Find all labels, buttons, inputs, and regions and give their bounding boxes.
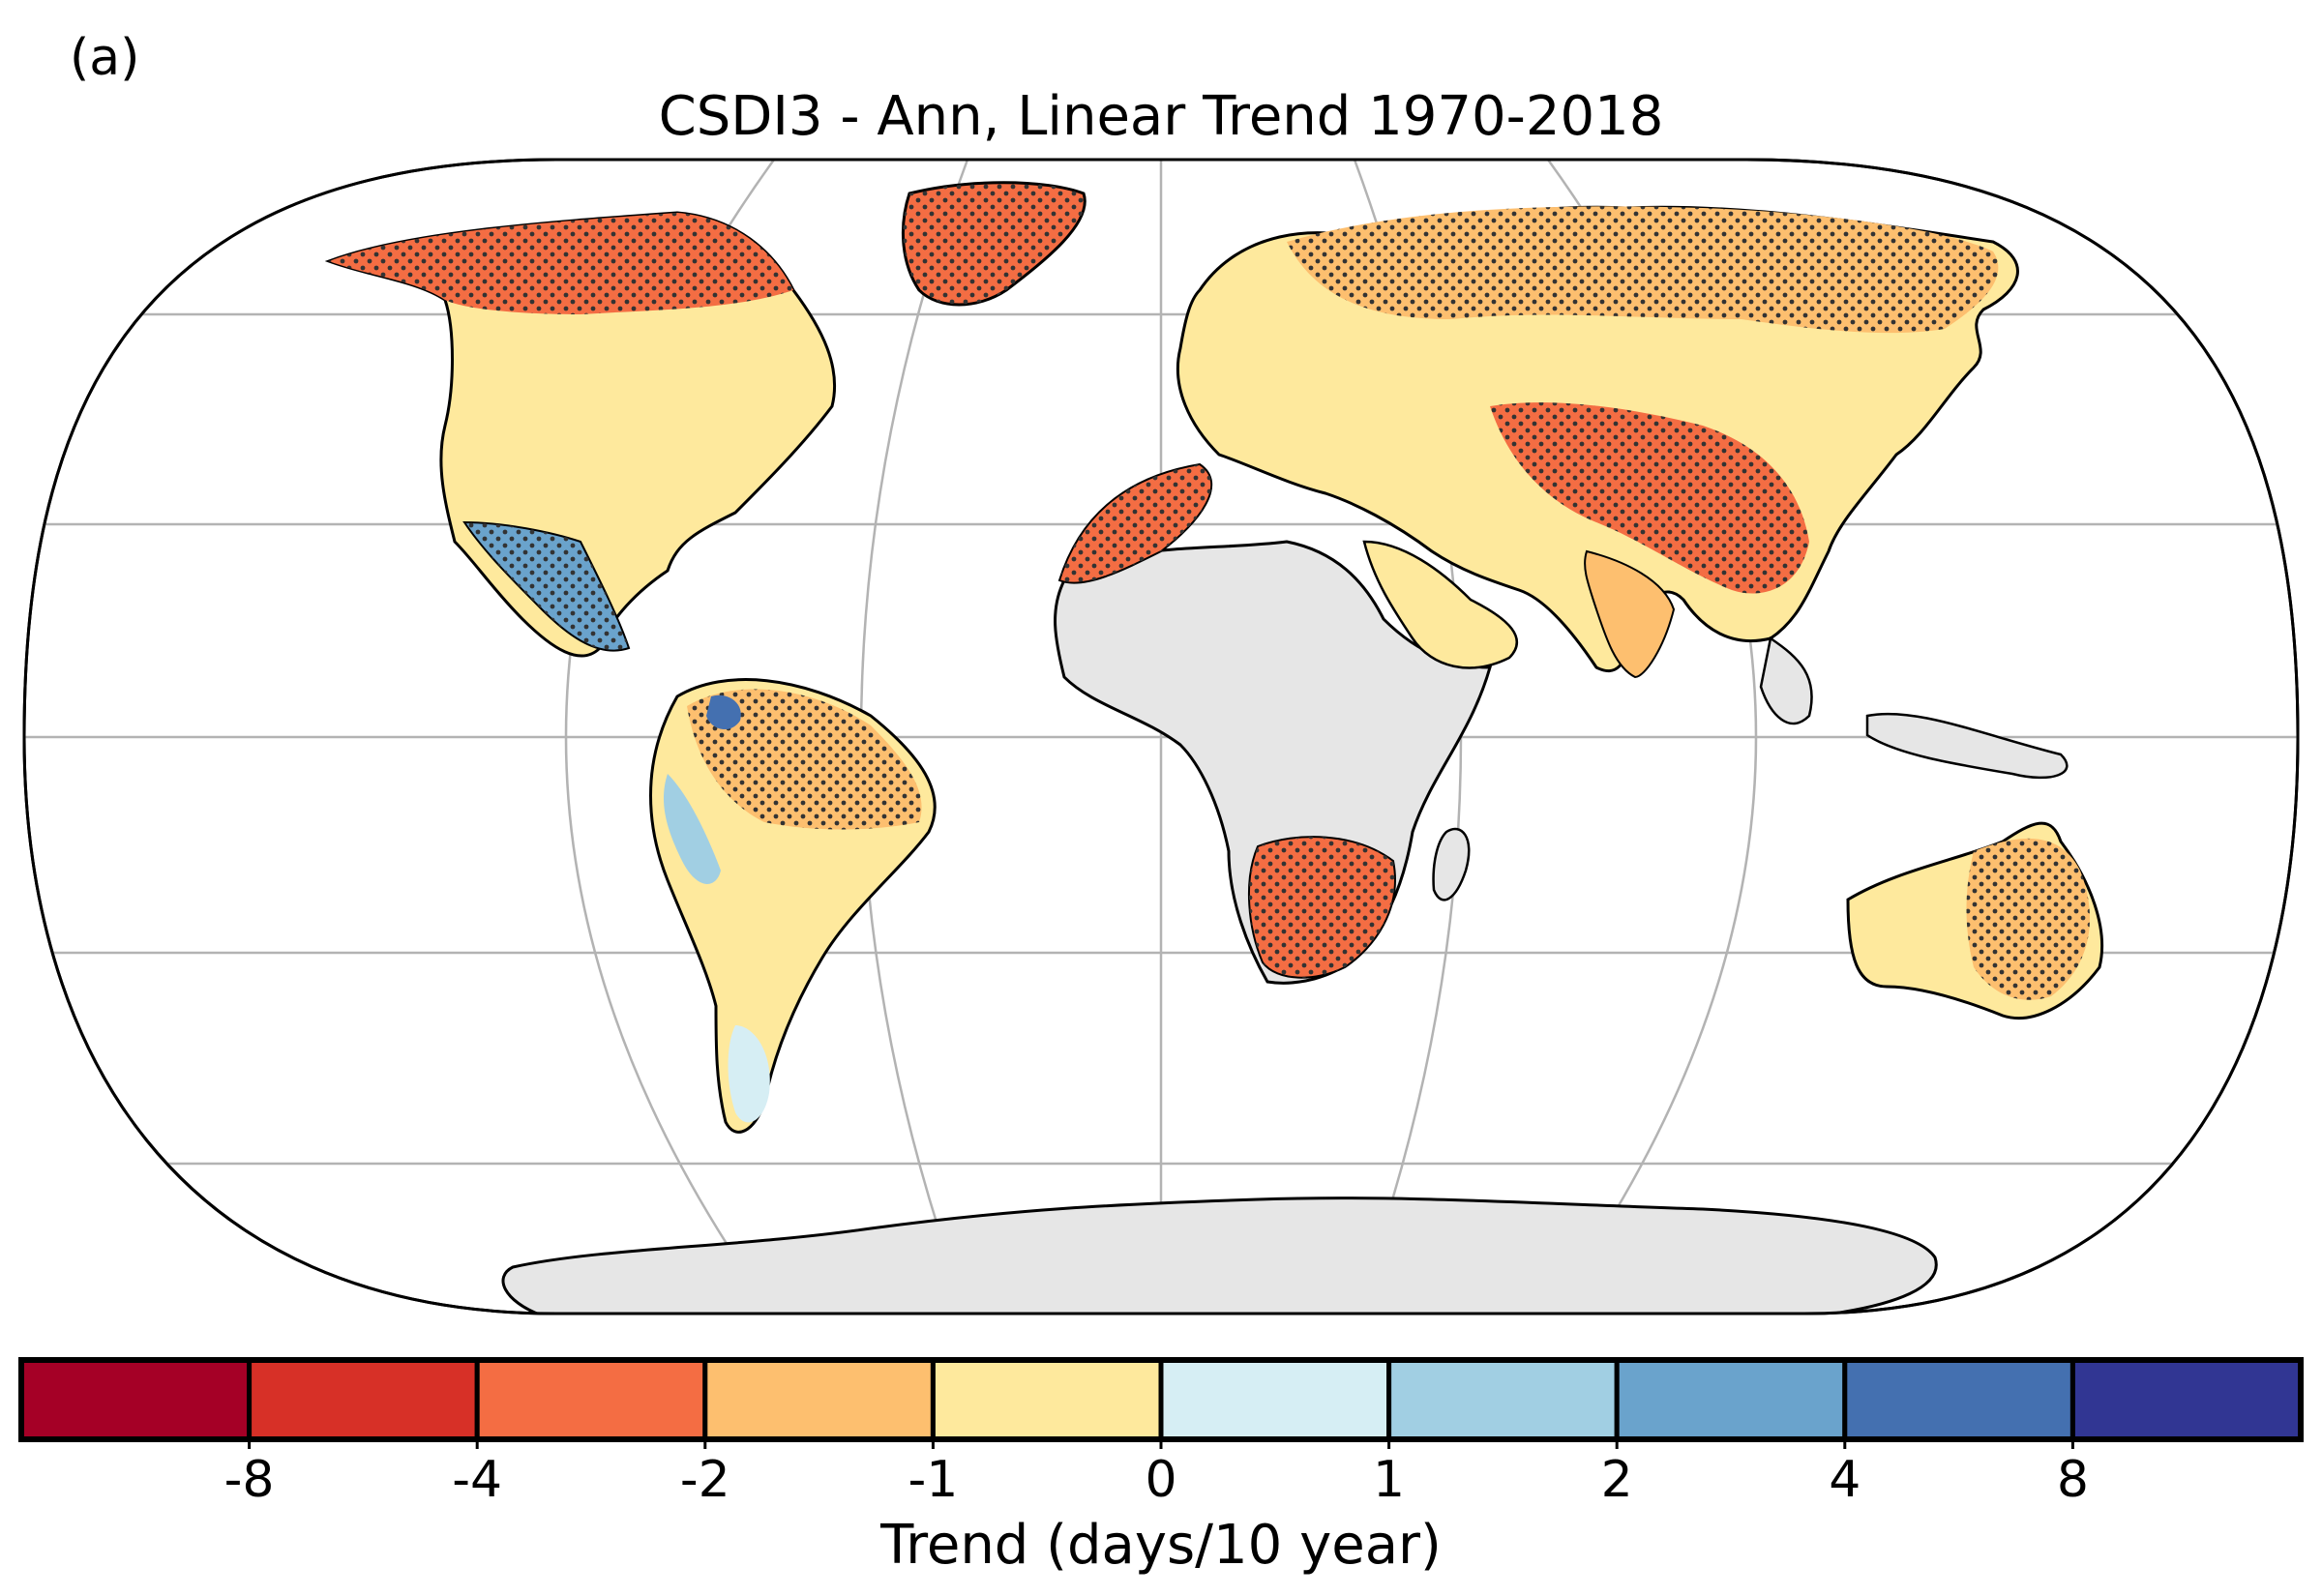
colorbar-tick-label: 8	[2056, 1451, 2089, 1509]
colorbar-tick-label: 1	[1373, 1451, 1406, 1509]
antarctica	[501, 1197, 1938, 1314]
panel-label: (a)	[70, 29, 140, 87]
map-title: CSDI3 - Ann, Linear Trend 1970-2018	[658, 85, 1664, 148]
colorbar-ticks: -8 -4 -2 -1 0 1 2 4 8	[0, 1451, 2322, 1519]
colorbar-tick-label: -1	[908, 1451, 959, 1509]
colorbar-bin	[247, 1357, 480, 1442]
colorbar-bin	[702, 1357, 936, 1442]
colorbar-bin	[1842, 1357, 2075, 1442]
southeast-asia	[1759, 635, 1813, 725]
colorbar-bin	[18, 1357, 253, 1442]
colorbar-tick-label: -4	[452, 1451, 503, 1509]
colorbar-bin	[930, 1357, 1164, 1442]
colorbar-bin	[1386, 1357, 1620, 1442]
patagonia	[728, 1025, 770, 1123]
colorbar-tick-label: -8	[223, 1451, 275, 1509]
colorbar-tick-label: 2	[1600, 1451, 1633, 1509]
madagascar	[1432, 827, 1471, 901]
amazon-nw	[706, 695, 741, 730]
colorbar-tick-label: -2	[679, 1451, 730, 1509]
colorbar-bin	[1158, 1357, 1392, 1442]
andes	[663, 774, 721, 884]
colorbar-bin	[1614, 1357, 1848, 1442]
colorbar-bin	[474, 1357, 708, 1442]
colorbar-label: Trend (days/10 year)	[880, 1514, 1442, 1577]
colorbar-tick-label: 0	[1145, 1451, 1177, 1509]
colorbar-tick-label: 4	[1829, 1451, 1861, 1509]
colorbar	[18, 1357, 2304, 1449]
indonesia	[1865, 712, 2069, 780]
india	[1584, 549, 1676, 679]
colorbar-bin	[2069, 1357, 2304, 1442]
arabian-peninsula	[1362, 540, 1519, 669]
